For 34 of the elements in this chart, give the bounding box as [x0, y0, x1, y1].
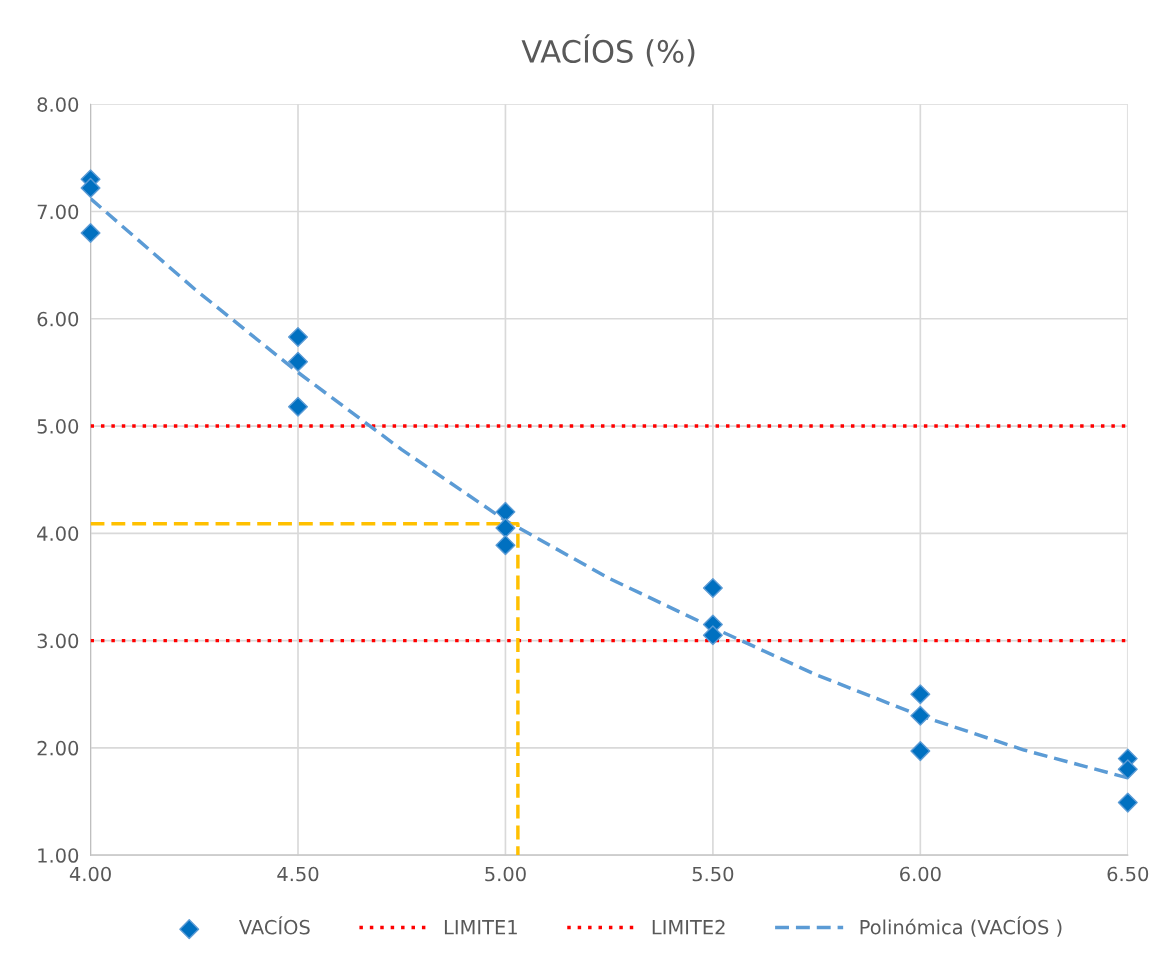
y-tick-label: 2.00 — [37, 740, 79, 756]
point — [495, 517, 516, 538]
legend-label: Polinómica (VACÍOS ) — [860, 916, 1062, 937]
point — [495, 501, 516, 522]
point — [910, 741, 931, 762]
y-tick-label: 4.00 — [37, 526, 79, 541]
point — [80, 222, 101, 243]
point — [287, 351, 309, 372]
y-tick-label: 7.00 — [37, 204, 79, 220]
x-tick-label: 4.00 — [69, 866, 111, 882]
point — [702, 625, 723, 646]
y-tick-label: 3.00 — [37, 633, 79, 649]
y-tick-label: 1.00 — [38, 848, 79, 863]
chart-title: VACÍOS (%) — [521, 34, 695, 67]
legend-label: VACÍOS — [238, 916, 310, 935]
point — [702, 578, 723, 599]
x-tick-label: 6.50 — [1107, 866, 1149, 882]
x-tick-label: 5.00 — [485, 866, 526, 882]
point — [910, 684, 931, 705]
x-tick-label: 4.50 — [277, 866, 319, 882]
x-tick-label: 5.50 — [692, 866, 734, 882]
point — [1117, 759, 1138, 780]
point — [287, 327, 309, 348]
point — [80, 177, 101, 198]
x-tick-label: 6.00 — [900, 866, 941, 882]
y-tick-label: 6.00 — [37, 311, 79, 327]
point — [910, 705, 931, 726]
legend-label: LIMITE1 — [444, 920, 517, 935]
point — [287, 396, 309, 417]
y-tick-label: 8.00 — [37, 97, 79, 112]
point — [1117, 792, 1138, 813]
point — [495, 535, 516, 556]
legend-label: LIMITE2 — [652, 919, 725, 935]
y-tick-label: 5.00 — [37, 419, 79, 434]
